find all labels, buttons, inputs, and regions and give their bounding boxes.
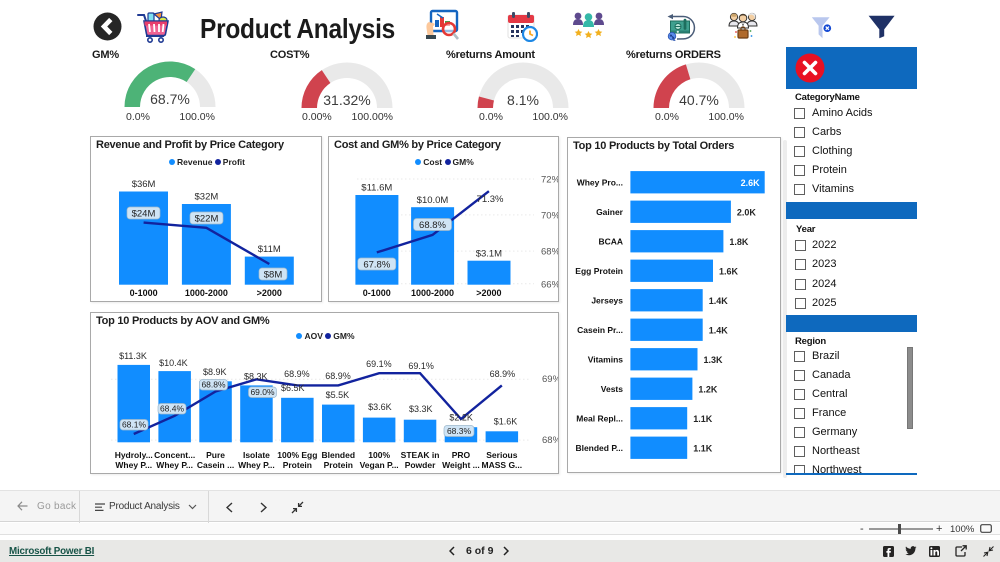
svg-text:68.1%: 68.1% [122,420,147,430]
svg-text:Egg Protein: Egg Protein [575,266,623,276]
svg-text:Weight ...: Weight ... [442,460,480,470]
svg-text:0-1000: 0-1000 [363,288,391,298]
svg-text:1.2K: 1.2K [698,384,718,394]
svg-text:Protein: Protein [283,460,312,470]
svg-text:1.4K: 1.4K [709,325,729,335]
svg-text:$36M: $36M [132,179,156,190]
svg-text:66%: 66% [541,279,558,290]
svg-text:Gainer: Gainer [596,207,624,217]
svg-text:$2.2K: $2.2K [449,412,473,422]
svg-text:1000-2000: 1000-2000 [411,288,454,298]
svg-text:>2000: >2000 [476,288,501,298]
svg-text:68.9%: 68.9% [490,369,516,379]
svg-text:$22M: $22M [195,214,219,225]
svg-text:Hydroly...: Hydroly... [115,450,153,460]
svg-text:Whey Pro...: Whey Pro... [577,177,623,187]
svg-text:$10.4K: $10.4K [159,358,188,368]
svg-text:MASS G...: MASS G... [482,460,523,470]
svg-text:$11.3K: $11.3K [119,351,147,361]
svg-text:1.3K: 1.3K [704,355,724,365]
svg-text:1000-2000: 1000-2000 [185,288,228,298]
svg-text:68.8%: 68.8% [419,220,446,231]
svg-text:68.9%: 68.9% [325,371,351,381]
svg-text:Blended P...: Blended P... [575,443,623,453]
svg-text:68.3%: 68.3% [447,426,472,436]
svg-text:72%: 72% [541,175,558,186]
svg-text:2.0K: 2.0K [737,207,757,217]
svg-text:Protein: Protein [324,460,353,470]
svg-text:$3.3K: $3.3K [409,404,433,414]
svg-text:$10.0M: $10.0M [417,195,449,206]
svg-text:$6.5K: $6.5K [281,383,305,393]
svg-text:69.1%: 69.1% [408,361,434,371]
svg-text:$3.1M: $3.1M [476,249,502,260]
svg-text:Whey P...: Whey P... [238,460,275,470]
svg-text:Casein ...: Casein ... [197,460,234,470]
svg-text:$3.6K: $3.6K [368,402,392,412]
svg-text:Pure: Pure [206,450,225,460]
svg-text:Vests: Vests [601,384,623,394]
svg-text:67.8%: 67.8% [363,260,390,271]
svg-text:$5.5K: $5.5K [326,390,350,400]
svg-text:0-1000: 0-1000 [130,288,158,298]
svg-text:Vitamins: Vitamins [588,354,624,364]
svg-text:Concent...: Concent... [154,450,195,460]
svg-text:Whey P...: Whey P... [115,460,152,470]
svg-text:Blended: Blended [321,450,355,460]
svg-text:$24M: $24M [132,209,156,220]
svg-text:Serious: Serious [486,450,517,460]
svg-text:$1.6K: $1.6K [494,416,518,426]
svg-text:1.8K: 1.8K [729,237,749,247]
svg-text:69.0%: 69.0% [250,387,275,397]
svg-text:$32M: $32M [195,192,219,203]
svg-text:$11.6M: $11.6M [361,183,392,194]
svg-text:71.3%: 71.3% [477,194,504,205]
svg-text:Vegan P...: Vegan P... [360,460,399,470]
svg-text:Jerseys: Jerseys [591,295,623,305]
svg-text:Casein Pr...: Casein Pr... [577,325,623,335]
svg-text:$11M: $11M [258,244,281,255]
svg-text:1.6K: 1.6K [719,266,739,276]
svg-text:PRO: PRO [452,450,471,460]
svg-text:69.1%: 69.1% [366,359,392,369]
svg-text:STEAK in: STEAK in [401,450,440,460]
svg-text:68.8%: 68.8% [201,380,226,390]
svg-text:1.4K: 1.4K [709,296,729,306]
svg-text:Isolate: Isolate [243,450,270,460]
svg-text:2.6K: 2.6K [741,178,761,188]
svg-text:>2000: >2000 [257,288,282,298]
svg-text:100%: 100% [368,450,390,460]
svg-text:Whey P...: Whey P... [156,460,193,470]
svg-text:1.1K: 1.1K [693,414,713,424]
svg-text:$8.3K: $8.3K [244,372,268,382]
svg-text:1.1K: 1.1K [693,443,713,453]
svg-text:$8.9K: $8.9K [203,367,227,377]
svg-text:Meal Repl...: Meal Repl... [576,413,623,423]
svg-text:68%: 68% [541,247,558,258]
svg-text:68.9%: 68.9% [284,369,310,379]
svg-text:68%: 68% [542,435,558,446]
svg-text:$8M: $8M [264,270,283,281]
svg-text:70%: 70% [541,210,558,221]
svg-text:100% Egg: 100% Egg [277,450,317,460]
svg-text:BCAA: BCAA [598,236,623,246]
svg-text:68.4%: 68.4% [160,404,185,414]
svg-text:Powder: Powder [405,460,436,470]
svg-text:69%: 69% [542,374,558,385]
